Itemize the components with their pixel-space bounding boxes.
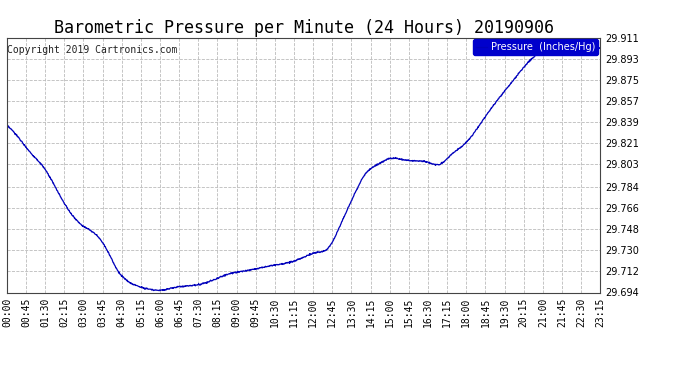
Pressure  (Inches/Hg) <box>526 57 534 62</box>
Pressure  (Inches/Hg) <box>560 37 568 41</box>
Pressure  (Inches/Hg) <box>396 157 404 161</box>
Pressure  (Inches/Hg) <box>155 288 164 293</box>
Pressure  (Inches/Hg) <box>135 284 143 289</box>
Legend: Pressure  (Inches/Hg): Pressure (Inches/Hg) <box>473 39 598 55</box>
Line: Pressure  (Inches/Hg): Pressure (Inches/Hg) <box>7 39 600 291</box>
Pressure  (Inches/Hg) <box>474 125 482 129</box>
Text: Copyright 2019 Cartronics.com: Copyright 2019 Cartronics.com <box>8 45 178 55</box>
Pressure  (Inches/Hg) <box>201 281 210 285</box>
Title: Barometric Pressure per Minute (24 Hours) 20190906: Barometric Pressure per Minute (24 Hours… <box>54 20 553 38</box>
Pressure  (Inches/Hg) <box>3 123 11 127</box>
Pressure  (Inches/Hg) <box>120 276 128 280</box>
Pressure  (Inches/Hg) <box>596 45 604 50</box>
